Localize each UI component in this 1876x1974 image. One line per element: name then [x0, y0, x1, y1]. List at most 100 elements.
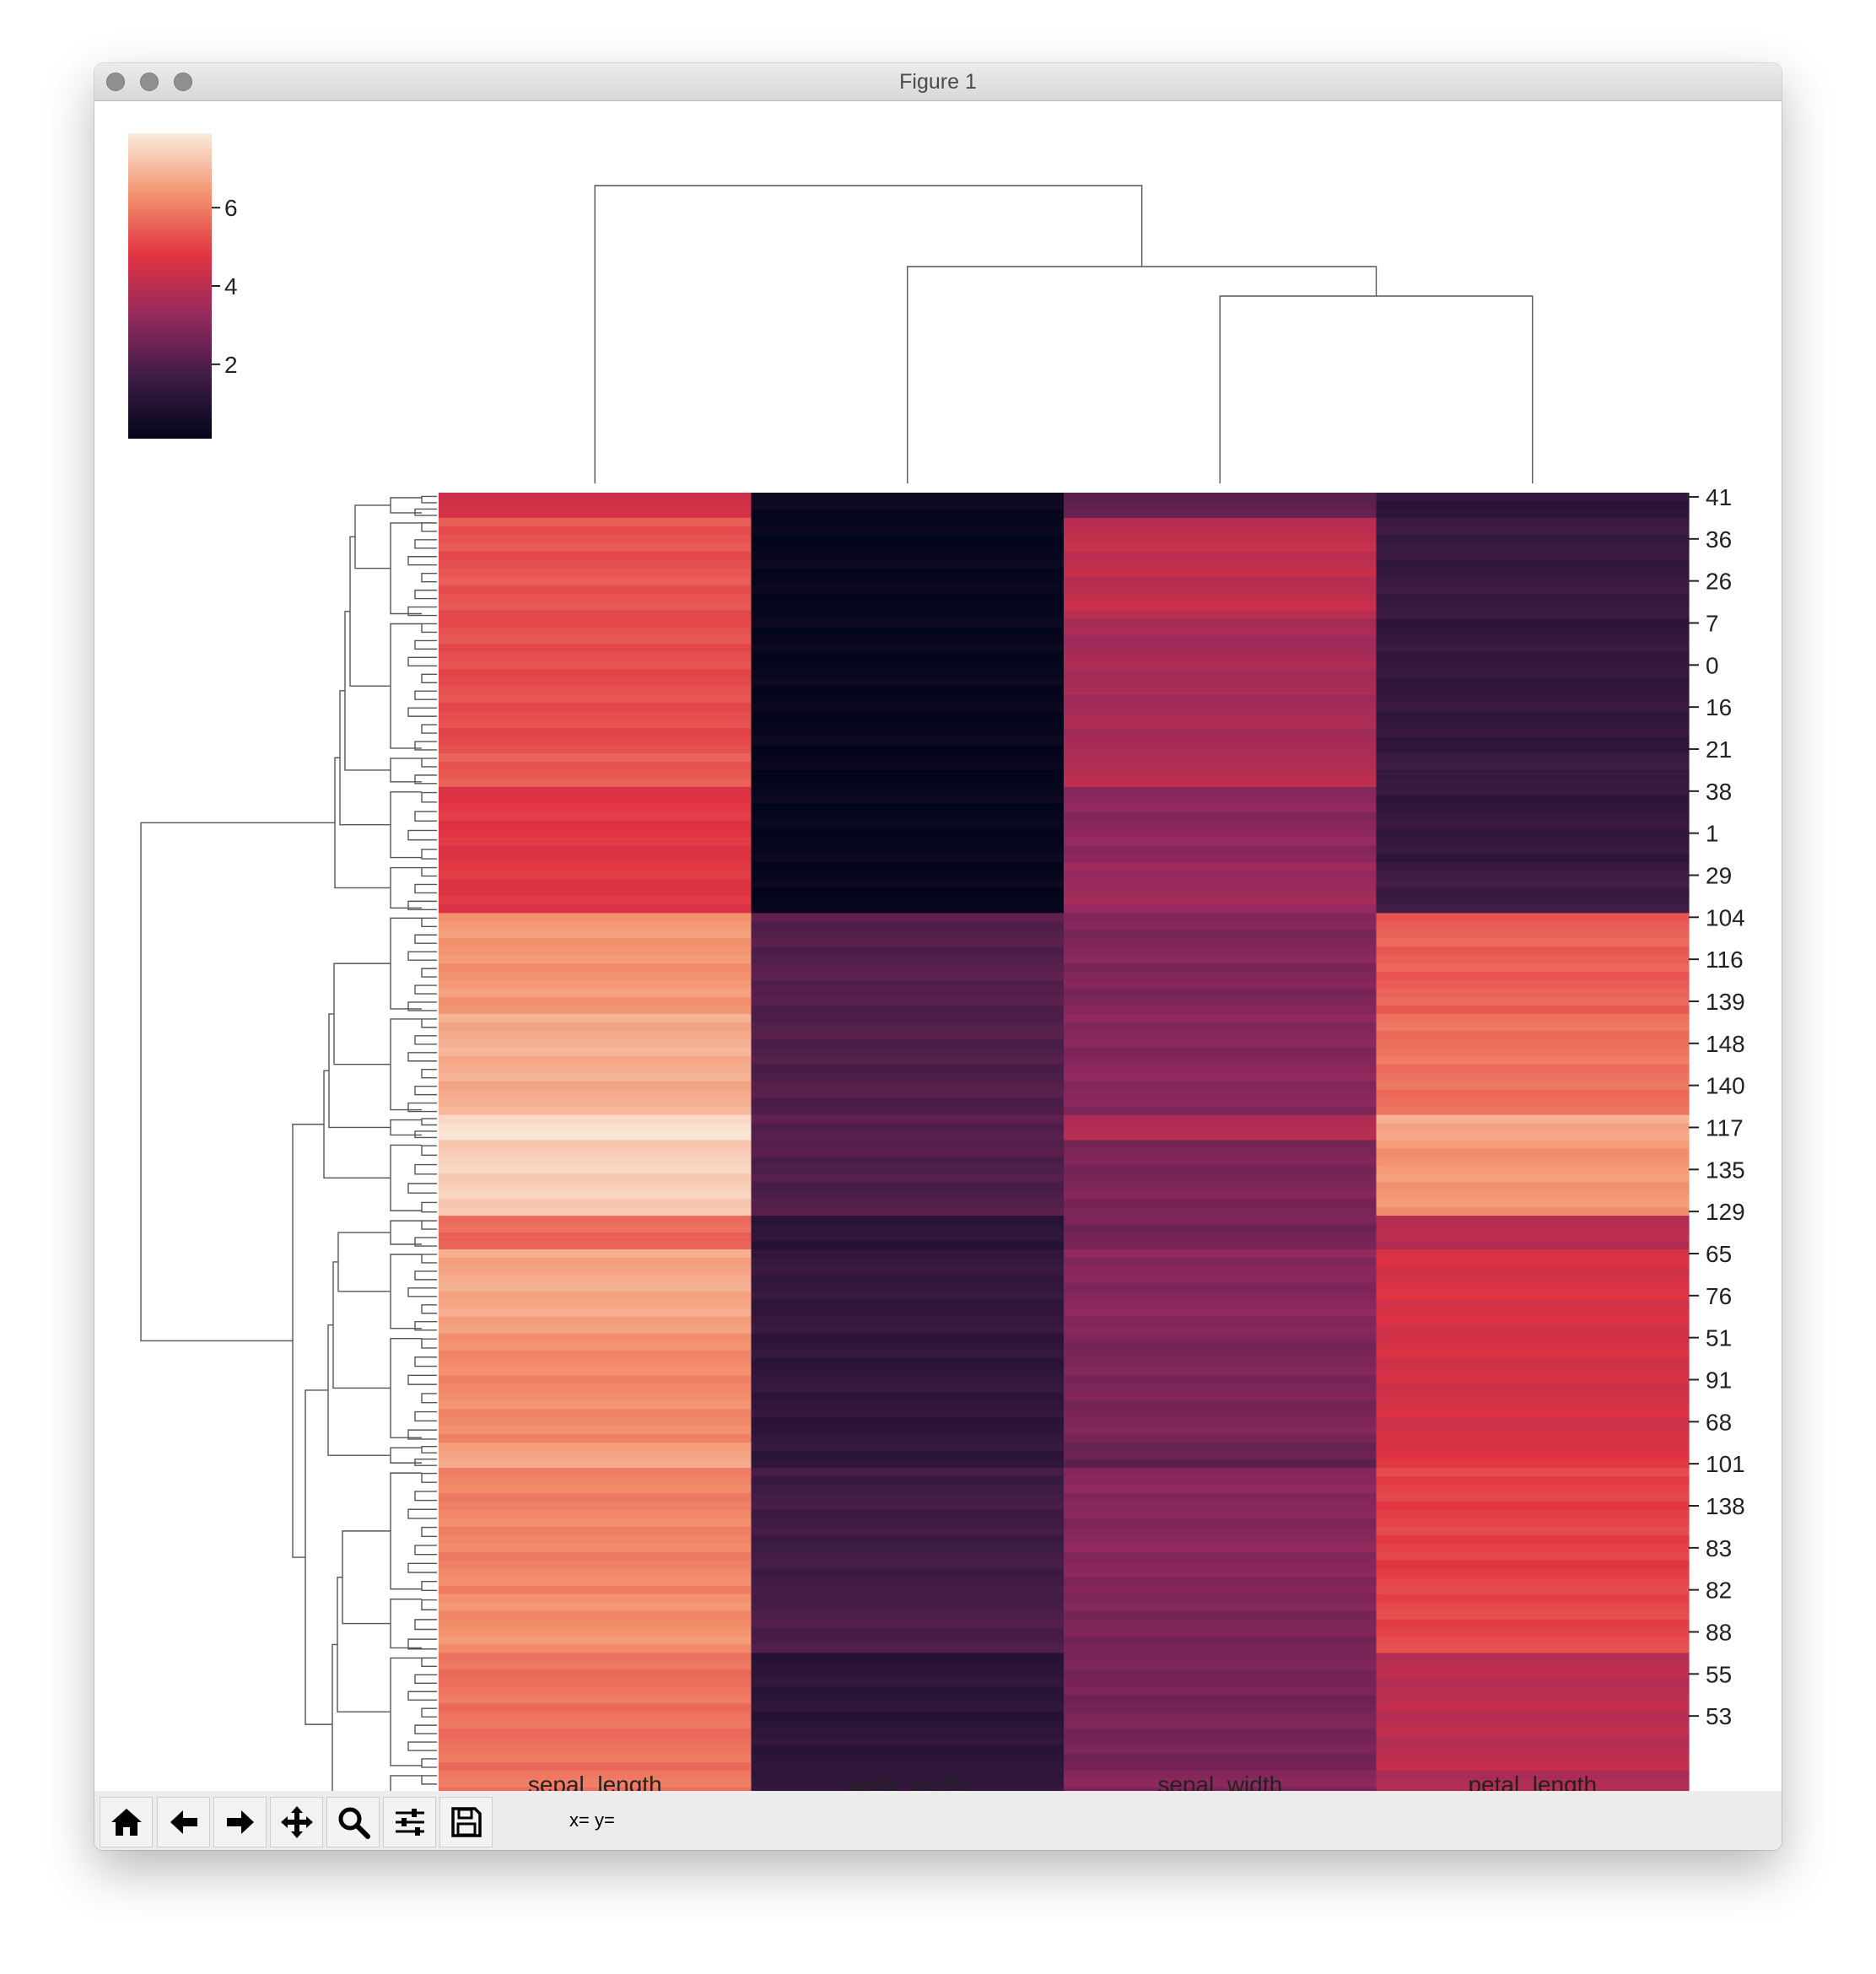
- heatmap-cell: [439, 1367, 752, 1377]
- heatmap-cell: [1064, 1216, 1377, 1225]
- row-tick-label: 91: [1706, 1367, 1732, 1393]
- heatmap-cell: [751, 720, 1065, 729]
- heatmap-cell: [751, 1257, 1065, 1267]
- dendrogram-link: [414, 1545, 437, 1556]
- heatmap-cell: [1064, 1274, 1377, 1284]
- heatmap-cell: [1064, 955, 1377, 964]
- heatmap-cell: [1064, 703, 1377, 712]
- dendrogram-link: [421, 1069, 437, 1079]
- heatmap-cell: [751, 601, 1065, 612]
- heatmap-cell: [439, 812, 752, 822]
- heatmap-cell: [1376, 610, 1690, 620]
- heatmap-cell: [1064, 837, 1377, 847]
- heatmap-cell: [1376, 1072, 1690, 1082]
- heatmap-cell: [1064, 526, 1377, 536]
- dendrogram-link: [414, 639, 437, 650]
- forward-button[interactable]: [213, 1797, 267, 1847]
- row-tick-label: 41: [1706, 484, 1732, 510]
- heatmap-cell: [439, 652, 752, 661]
- heatmap-cell: [751, 736, 1065, 746]
- heatmap-cell: [1376, 972, 1690, 981]
- heatmap-cell: [751, 761, 1065, 771]
- configure-subplots-icon: [395, 1809, 424, 1836]
- heatmap-cell: [1376, 745, 1690, 754]
- heatmap-cell: [439, 1207, 752, 1216]
- heatmap-cell: [1064, 1157, 1377, 1166]
- dendrogram-link: [414, 1270, 437, 1281]
- heatmap-cell: [439, 669, 752, 678]
- heatmap-cell: [439, 593, 752, 603]
- heatmap-cell: [1064, 551, 1377, 561]
- heatmap-cell: [1376, 559, 1690, 569]
- heatmap-cell: [1064, 972, 1377, 981]
- heatmap-cell: [439, 686, 752, 695]
- heatmap-cell: [1064, 1400, 1377, 1410]
- heatmap-cell: [439, 1308, 752, 1318]
- heatmap-cell: [1376, 601, 1690, 612]
- dendrogram-link: [390, 791, 422, 859]
- heatmap-cell: [751, 1005, 1065, 1015]
- row-tick-label: 51: [1706, 1325, 1732, 1351]
- pan-button[interactable]: [270, 1797, 323, 1847]
- close-window-button[interactable]: [106, 73, 125, 91]
- row-tick-label: 116: [1706, 947, 1744, 973]
- heatmap-cell: [439, 938, 752, 947]
- heatmap-cell: [751, 1249, 1065, 1259]
- heatmap-cell: [439, 1047, 752, 1057]
- dendrogram-link: [414, 1619, 437, 1631]
- heatmap-cell: [1064, 1392, 1377, 1401]
- heatmap-cell: [751, 534, 1065, 544]
- dendrogram-link: [390, 1220, 422, 1245]
- pan-icon: [280, 1806, 313, 1838]
- heatmap-cell: [1376, 1341, 1690, 1351]
- heatmap-cell: [439, 1409, 752, 1418]
- heatmap-cell: [1376, 1585, 1690, 1595]
- dendrogram-link: [414, 741, 437, 751]
- heatmap-cell: [1376, 879, 1690, 889]
- save-button[interactable]: [439, 1797, 493, 1847]
- heatmap-cell: [751, 1341, 1065, 1351]
- heatmap-cell: [1064, 1585, 1377, 1595]
- heatmap-cell: [1064, 887, 1377, 897]
- heatmap-cell: [439, 551, 752, 561]
- heatmap-cell: [439, 1114, 752, 1125]
- heatmap-cell: [1064, 1299, 1377, 1309]
- configure-subplots-button[interactable]: [383, 1797, 436, 1847]
- heatmap-cell: [439, 644, 752, 653]
- heatmap-cell: [751, 1426, 1065, 1435]
- row-tick-label: 117: [1706, 1114, 1744, 1141]
- heatmap-cell: [1376, 803, 1690, 813]
- heatmap-cell: [1064, 930, 1377, 939]
- dendrogram-link: [349, 536, 391, 687]
- heatmap-cell: [1376, 1509, 1690, 1519]
- dendrogram-link: [390, 1337, 422, 1438]
- heatmap-cell: [1376, 1165, 1690, 1174]
- row-tick-label: 26: [1706, 569, 1732, 595]
- zoom-button[interactable]: [326, 1797, 380, 1847]
- heatmap-cell: [439, 610, 752, 620]
- heatmap-cell: [1376, 1367, 1690, 1377]
- home-button[interactable]: [100, 1797, 153, 1847]
- heatmap-cell: [439, 703, 752, 712]
- row-tick-label: 0: [1706, 652, 1719, 678]
- heatmap-cell: [1376, 1720, 1690, 1729]
- heatmap-cell: [1376, 1182, 1690, 1191]
- heatmap-cell: [439, 1518, 752, 1528]
- heatmap-cell: [439, 1585, 752, 1595]
- row-tick-label: 7: [1706, 610, 1719, 636]
- heatmap-cell: [439, 947, 752, 956]
- heatmap-cell: [1064, 1375, 1377, 1385]
- heatmap-cell: [1376, 1207, 1690, 1216]
- heatmap-cell: [1376, 1098, 1690, 1108]
- heatmap-cell: [1376, 661, 1690, 670]
- heatmap-cell: [439, 1316, 752, 1326]
- row-tick-label: 129: [1706, 1199, 1745, 1225]
- heatmap-cell: [1376, 703, 1690, 712]
- heatmap-cell: [439, 1182, 752, 1191]
- minimize-window-button[interactable]: [140, 73, 159, 91]
- heatmap-cell: [439, 896, 752, 905]
- heatmap-cell: [1064, 1190, 1377, 1200]
- back-button[interactable]: [157, 1797, 210, 1847]
- zoom-window-button[interactable]: [174, 73, 192, 91]
